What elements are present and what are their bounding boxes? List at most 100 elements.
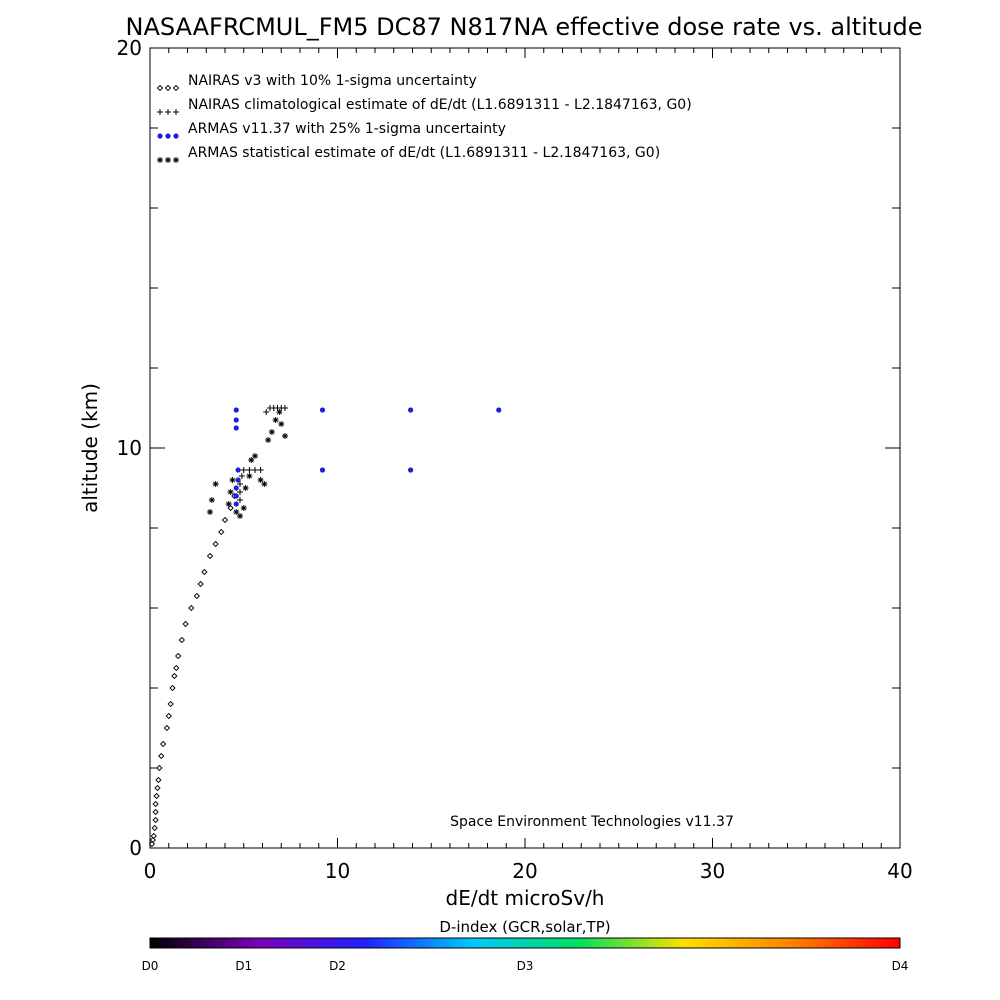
diamond-point [153,792,160,800]
legend-marker-asterisk [173,157,179,163]
colorbar-tick-label: D1 [235,959,252,973]
diamond-point [221,516,229,524]
asterisk-point [229,477,236,483]
chart-title: NASAAFRCMUL_FM5 DC87 N817NA effective do… [126,13,923,41]
asterisk-point [208,497,215,503]
legend-marker-diamond [172,84,180,92]
legend-marker-asterisk [157,157,163,163]
diamond-point [156,764,163,772]
asterisk-point [282,433,288,439]
dot-point [235,467,241,473]
plus-point [237,497,243,503]
diamond-point [169,684,176,692]
diamond-point [158,752,165,760]
diamond-point [173,664,180,672]
legend-marker-diamond [156,84,164,92]
plus-point [252,467,258,473]
x-tick-label: 40 [887,859,912,883]
colorbar-label: D-index (GCR,solar,TP) [439,918,610,936]
dot-point [408,467,414,473]
y-minor-ticks [150,127,900,769]
x-tick-label: 0 [144,859,157,883]
diamond-point [171,672,178,680]
legend-marker-dot [165,133,171,139]
series-dot [233,407,502,507]
dot-point [233,485,239,491]
colorbar-ticks: D0 D1 D2 D3 D4 [142,959,909,973]
diamond-point [193,592,201,600]
plus-point [263,409,270,415]
plus-point [238,473,245,479]
diamond-point [152,808,159,816]
legend-label: NAIRAS v3 with 10% 1-sigma uncertainty [188,73,477,89]
legend-entry: NAIRAS v3 with 10% 1-sigma uncertainty [156,73,477,92]
legend-label: ARMAS statistical estimate of dE/dt (L1.… [188,145,660,161]
y-tick-label: 20 [117,36,142,60]
diamond-point [212,540,219,548]
legend-marker-diamond [164,84,172,92]
diamond-point [227,504,234,512]
x-axis-label: dE/dt microSv/h [446,886,605,910]
legend-marker-asterisk [165,157,171,163]
x-tick-label: 20 [512,859,537,883]
diamond-point [152,816,159,824]
asterisk-point [233,509,240,515]
dot-point [233,407,239,413]
legend-label: ARMAS v11.37 with 25% 1-sigma uncertaint… [188,121,506,137]
plus-point [246,467,253,473]
legend-marker-plus [165,109,171,115]
diamond-point [152,800,159,808]
plus-point [240,467,247,473]
credit-text: Space Environment Technologies v11.37 [450,814,734,830]
diamond-point [154,784,161,792]
asterisk-point [237,513,243,519]
series-asterisk [207,409,288,519]
dot-point [496,407,502,413]
legend-marker-plus [173,109,179,115]
x-tick-label: 30 [700,859,725,883]
diamond-point [149,836,156,844]
legend-label: NAIRAS climatological estimate of dE/dt … [188,97,692,113]
dot-point [233,417,239,423]
colorbar [149,937,901,949]
asterisk-point [272,417,279,423]
dot-point [235,477,241,483]
diamond-point [151,824,158,832]
y-tick-label: 10 [117,436,142,460]
asterisk-point [268,429,275,435]
asterisk-point [252,453,258,459]
legend-entry: NAIRAS climatological estimate of dE/dt … [157,97,692,115]
dot-point [319,467,326,473]
diamond-point [174,652,182,660]
diamond-point [155,776,162,784]
y-axis-ticks: 0 10 20 [117,36,900,860]
plus-point [237,481,243,487]
diamond-point [188,604,195,612]
plus-point [282,405,288,411]
asterisk-point [207,509,213,515]
dot-point [233,501,239,507]
x-axis-ticks: 0 10 20 30 40 [144,48,913,883]
asterisk-point [225,501,232,507]
diamond-point [163,724,171,732]
diamond-point [167,700,174,708]
diamond-point [201,568,208,576]
diamond-point [178,636,186,644]
legend: NAIRAS v3 with 10% 1-sigma uncertainty NA… [156,73,692,163]
dot-point [408,407,414,413]
asterisk-point [278,421,285,427]
asterisk-point [242,485,249,491]
colorbar-tick-label: D3 [517,959,534,973]
colorbar-tick-label: D4 [892,959,909,973]
diamond-point [148,840,156,848]
legend-marker-plus [157,109,163,115]
diamond-point [206,552,214,560]
y-axis-label: altitude (km) [78,383,102,513]
dot-point [233,425,239,431]
colorbar-tick-label: D2 [329,959,346,973]
legend-entry: ARMAS statistical estimate of dE/dt (L1.… [157,145,660,163]
asterisk-point [248,457,255,463]
dot-point [319,407,326,413]
asterisk-point [257,477,264,483]
